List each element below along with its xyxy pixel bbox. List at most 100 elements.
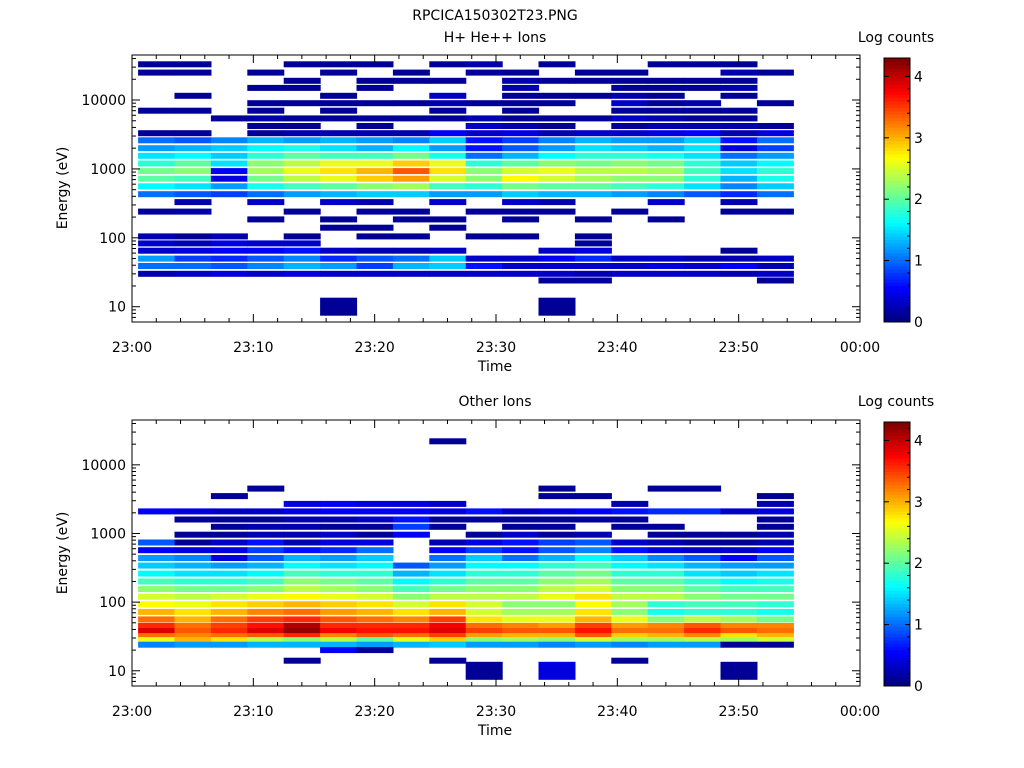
heatmap-cell — [538, 191, 576, 198]
heatmap-cell — [756, 622, 794, 629]
heatmap-cell — [320, 115, 358, 122]
heatmap-cell — [283, 77, 321, 84]
colorbar-swatch — [884, 441, 910, 446]
x-axis-label: Time — [477, 359, 512, 375]
heatmap-cell — [210, 516, 248, 523]
heatmap-cell — [465, 608, 503, 615]
heatmap-cell — [574, 240, 612, 247]
heatmap-cell — [684, 123, 722, 129]
heatmap-cell — [647, 115, 685, 122]
x-tick-label: 23:40 — [597, 704, 637, 720]
heatmap-cell — [138, 247, 176, 254]
heatmap-cell — [247, 622, 285, 629]
heatmap-cell — [538, 547, 576, 554]
heatmap-cell — [720, 130, 758, 137]
heatmap-cell — [538, 183, 576, 190]
heatmap-cell — [320, 175, 358, 182]
heatmap-cell — [392, 601, 430, 608]
heatmap-cell — [538, 616, 576, 623]
heatmap-cell — [356, 115, 394, 122]
heatmap-cell — [283, 547, 321, 554]
colorbar-swatch — [884, 110, 910, 115]
colorbar-swatch — [884, 282, 910, 287]
heatmap-cell — [756, 608, 794, 615]
heatmap-cell — [756, 69, 794, 76]
heatmap-cell — [429, 183, 467, 190]
heatmap-cell — [720, 175, 758, 182]
heatmap-cell — [465, 516, 503, 523]
heatmap-cell — [356, 616, 394, 623]
colorbar-swatch — [884, 252, 910, 257]
heatmap-cell — [283, 500, 321, 507]
y-tick-label: 10 — [108, 300, 126, 316]
colorbar-tick-label: 2 — [914, 192, 923, 208]
heatmap-cell — [611, 562, 649, 569]
heatmap-cell — [756, 547, 794, 554]
heatmap-cell — [320, 500, 358, 507]
heatmap-cell — [429, 270, 467, 277]
colorbar-swatch — [884, 514, 910, 519]
heatmap-cell — [756, 641, 794, 648]
heatmap-cell — [429, 107, 467, 114]
colorbar-swatch — [884, 77, 910, 82]
heatmap-cell — [429, 523, 467, 530]
heatmap-cell — [756, 152, 794, 159]
heatmap-cell — [611, 255, 649, 262]
heatmap-cell — [356, 208, 394, 215]
heatmap-cell — [720, 183, 758, 190]
colorbar-swatch — [884, 275, 910, 280]
heatmap-cell — [210, 240, 248, 247]
heatmap-cell — [538, 633, 576, 640]
heatmap-cell — [320, 531, 358, 538]
heatmap-cell — [465, 633, 503, 640]
heatmap-cell — [320, 616, 358, 623]
colorbar-swatch — [884, 127, 910, 132]
x-tick-label: 23:30 — [476, 704, 516, 720]
heatmap-cell — [174, 168, 212, 175]
heatmap-cell — [283, 100, 321, 107]
heatmap-cell — [647, 61, 685, 68]
heatmap-cell — [356, 160, 394, 167]
heatmap-cell — [756, 570, 794, 577]
heatmap-cell — [502, 145, 540, 152]
heatmap-cell — [465, 270, 503, 277]
heatmap-cell — [684, 137, 722, 144]
colorbar-swatch — [884, 596, 910, 601]
heatmap-cell — [138, 263, 176, 269]
heatmap-cell — [465, 61, 503, 68]
heatmap-cell — [210, 508, 248, 515]
heatmap-cell — [429, 216, 467, 223]
heatmap-cell — [538, 92, 576, 99]
heatmap-cell — [538, 247, 576, 254]
heatmap-cell — [392, 175, 430, 182]
heatmap-cell — [502, 508, 540, 515]
heatmap-cell — [429, 637, 467, 644]
heatmap-cell — [756, 637, 794, 644]
heatmap-cell — [210, 547, 248, 554]
heatmap-cell — [647, 622, 685, 629]
heatmap-cell — [210, 555, 248, 561]
heatmap-cell — [647, 216, 685, 223]
colorbar-swatch — [884, 262, 910, 267]
heatmap-cell — [720, 508, 758, 515]
heatmap-cell — [320, 69, 358, 76]
heatmap-cell — [138, 69, 176, 76]
heatmap-cell — [247, 641, 285, 648]
heatmap-cell — [356, 562, 394, 569]
heatmap-cell — [647, 92, 685, 99]
colorbar-swatch — [884, 147, 910, 151]
colorbar-swatch — [884, 501, 910, 505]
heatmap-cell — [647, 152, 685, 159]
heatmap-cell — [538, 578, 576, 585]
heatmap-cell — [356, 233, 394, 240]
colorbar-swatch — [884, 100, 910, 105]
heatmap-cell — [756, 593, 794, 600]
heatmap-cell — [465, 183, 503, 190]
heatmap-cell — [611, 523, 649, 530]
heatmap-cell — [720, 61, 758, 68]
heatmap-cell — [429, 608, 467, 615]
heatmap-cell — [611, 152, 649, 159]
colorbar-label: Log counts — [858, 394, 934, 410]
heatmap-cell — [502, 628, 540, 634]
heatmap-cell — [611, 628, 649, 634]
